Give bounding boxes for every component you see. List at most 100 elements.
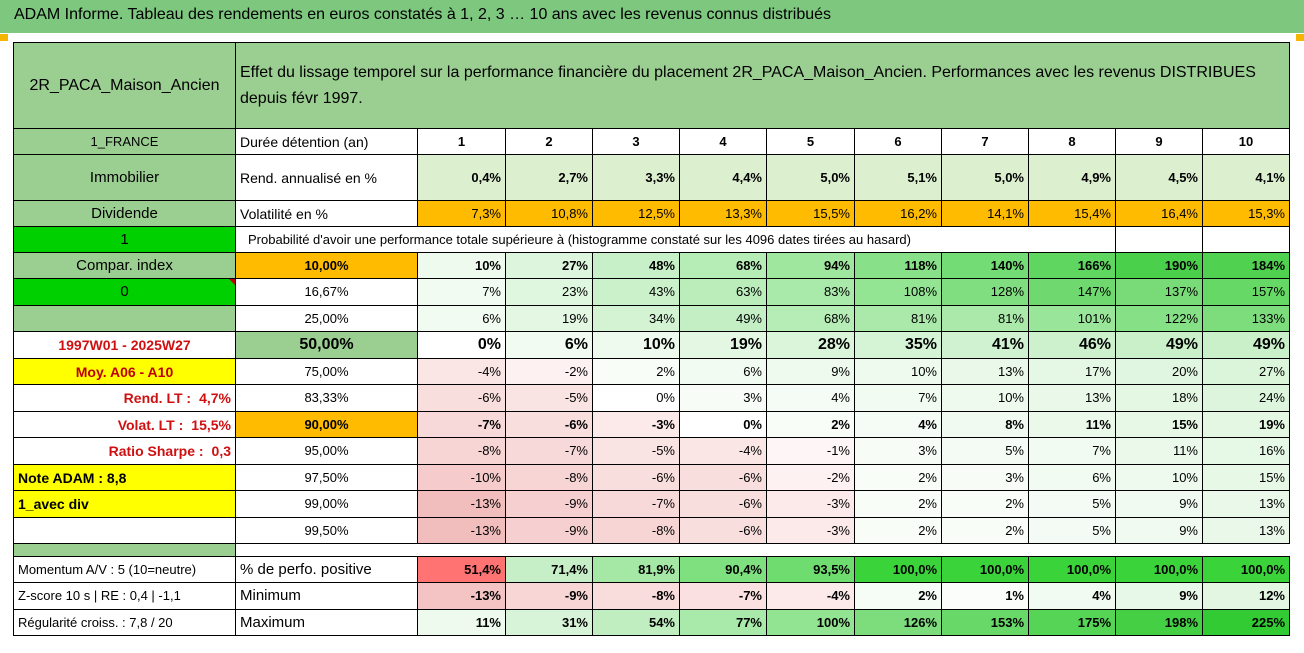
pos-cell: 100,0% bbox=[1115, 556, 1203, 583]
quantile-cell: 94% bbox=[766, 252, 855, 279]
quantile-cell: -4% bbox=[679, 437, 767, 465]
quantile-cell: 118% bbox=[854, 252, 942, 279]
quantile-cell: -13% bbox=[417, 490, 506, 518]
quantile-cell: 0% bbox=[679, 411, 767, 438]
quantile-cell: 83% bbox=[766, 278, 855, 306]
quantile-cell: 3% bbox=[941, 464, 1029, 491]
min-cell: 12% bbox=[1202, 582, 1290, 610]
quantile-cell: 4% bbox=[854, 411, 942, 438]
min-cell: -8% bbox=[592, 582, 680, 610]
max-cell: 126% bbox=[854, 609, 942, 636]
quantile-cell: 23% bbox=[505, 278, 593, 306]
max-cell: 31% bbox=[505, 609, 593, 636]
rend-cell: 0,4% bbox=[417, 154, 506, 201]
year-header: 7 bbox=[941, 128, 1029, 155]
quantile-cell: 2% bbox=[854, 517, 942, 544]
quantile-cell: -8% bbox=[417, 437, 506, 465]
quantile-cell: -3% bbox=[592, 411, 680, 438]
quantile-cell: -7% bbox=[417, 411, 506, 438]
quantile-cell: -7% bbox=[505, 437, 593, 465]
quantile-cell: -6% bbox=[679, 464, 767, 491]
quantile-cell: 13% bbox=[1028, 384, 1116, 412]
quantile-cell: 11% bbox=[1028, 411, 1116, 438]
quantile-cell: 0% bbox=[417, 331, 506, 359]
quantile-cell: 49% bbox=[679, 305, 767, 332]
quantile-cell: 2% bbox=[766, 411, 855, 438]
sharpe-label: Ratio Sharpe : bbox=[108, 443, 204, 459]
quantile-cell: 43% bbox=[592, 278, 680, 306]
min-cell: 2% bbox=[854, 582, 942, 610]
type-label: Dividende bbox=[13, 200, 236, 227]
quantile-cell: 16% bbox=[1202, 437, 1290, 465]
year-header: 6 bbox=[854, 128, 942, 155]
quantile-cell: 81% bbox=[941, 305, 1029, 332]
flag-0: 0 bbox=[13, 278, 236, 306]
quantile-cell: 46% bbox=[1028, 331, 1116, 359]
pos-cell: 90,4% bbox=[679, 556, 767, 583]
quantile-cell: 6% bbox=[679, 358, 767, 385]
zscore-label: Z-score 10 s | RE : 0,4 | -1,1 bbox=[13, 582, 236, 610]
min-cell: -7% bbox=[679, 582, 767, 610]
quantile-cell: -3% bbox=[766, 490, 855, 518]
vol-cell: 13,3% bbox=[679, 200, 767, 227]
rend-cell: 3,3% bbox=[592, 154, 680, 201]
quantile-cell: 7% bbox=[1028, 437, 1116, 465]
year-header: 8 bbox=[1028, 128, 1116, 155]
quantile-label: 75,00% bbox=[235, 358, 418, 385]
quantile-cell: 157% bbox=[1202, 278, 1290, 306]
quantile-cell: 147% bbox=[1028, 278, 1116, 306]
quantile-cell: 10% bbox=[854, 358, 942, 385]
quantile-cell: -6% bbox=[417, 384, 506, 412]
quantile-cell: 13% bbox=[941, 358, 1029, 385]
pos-cell: 100,0% bbox=[1202, 556, 1290, 583]
min-cell: -4% bbox=[766, 582, 855, 610]
quantile-cell: 48% bbox=[592, 252, 680, 279]
rend-cell: 5,0% bbox=[941, 154, 1029, 201]
quantile-label: 99,00% bbox=[235, 490, 418, 518]
volat-lt: Volat. LT : 15,5% bbox=[13, 411, 236, 438]
quantile-cell: 3% bbox=[679, 384, 767, 412]
quantile-cell: -9% bbox=[505, 490, 593, 518]
quantile-cell: 2% bbox=[854, 490, 942, 518]
moy-label: Moy. A06 - A10 bbox=[13, 358, 236, 385]
compar-index-label: Compar. index bbox=[13, 252, 236, 279]
pos-label: % de perfo. positive bbox=[235, 556, 418, 583]
quantile-cell: -9% bbox=[505, 517, 593, 544]
rend-cell: 4,9% bbox=[1028, 154, 1116, 201]
quantile-cell: 34% bbox=[592, 305, 680, 332]
quantile-cell: 49% bbox=[1115, 331, 1203, 359]
quantile-cell: 4% bbox=[766, 384, 855, 412]
pos-cell: 100,0% bbox=[854, 556, 942, 583]
quantile-cell: 10% bbox=[592, 331, 680, 359]
proba-label: Probabilité d'avoir une performance tota… bbox=[235, 226, 1116, 253]
quantile-label: 50,00% bbox=[235, 331, 418, 359]
quantile-cell: 184% bbox=[1202, 252, 1290, 279]
quantile-cell: 68% bbox=[766, 305, 855, 332]
regularite-label: Régularité croiss. : 7,8 / 20 bbox=[13, 609, 236, 636]
quantile-cell: 128% bbox=[941, 278, 1029, 306]
zone-label: 1_FRANCE bbox=[13, 128, 236, 155]
pos-cell: 100,0% bbox=[1028, 556, 1116, 583]
category-label: Immobilier bbox=[13, 154, 236, 201]
year-header: 1 bbox=[417, 128, 506, 155]
quantile-cell: 17% bbox=[1028, 358, 1116, 385]
max-label: Maximum bbox=[235, 609, 418, 636]
quantile-cell: 9% bbox=[1115, 490, 1203, 518]
quantile-cell: 27% bbox=[505, 252, 593, 279]
quantile-cell: 18% bbox=[1115, 384, 1203, 412]
rend-lt-value: 4,7% bbox=[199, 390, 231, 406]
quantile-cell: 19% bbox=[505, 305, 593, 332]
vol-cell: 14,1% bbox=[941, 200, 1029, 227]
min-cell: 9% bbox=[1115, 582, 1203, 610]
vol-cell: 16,2% bbox=[854, 200, 942, 227]
quantile-cell: 2% bbox=[941, 517, 1029, 544]
period-label: 1997W01 - 2025W27 bbox=[13, 331, 236, 359]
quantile-cell: 2% bbox=[941, 490, 1029, 518]
quantile-cell: 49% bbox=[1202, 331, 1290, 359]
quantile-cell: -4% bbox=[417, 358, 506, 385]
description: Effet du lissage temporel sur la perform… bbox=[235, 42, 1290, 129]
quantile-cell: -6% bbox=[505, 411, 593, 438]
quantile-cell: 3% bbox=[854, 437, 942, 465]
quantile-cell: 7% bbox=[854, 384, 942, 412]
volat-lt-value: 15,5% bbox=[191, 416, 231, 433]
